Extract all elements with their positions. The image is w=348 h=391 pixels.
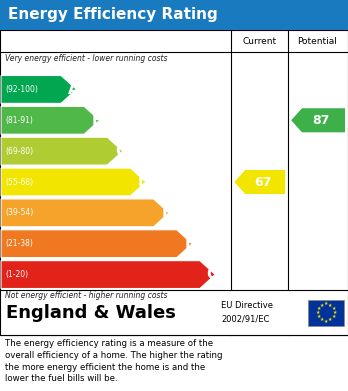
Text: The energy efficiency rating is a measure of the
overall efficiency of a home. T: The energy efficiency rating is a measur… [5,339,222,384]
Polygon shape [1,137,122,165]
Text: ★: ★ [331,314,335,319]
Polygon shape [1,230,192,258]
Polygon shape [235,170,285,194]
Text: ★: ★ [324,301,328,307]
Bar [0,0,348,30]
Text: ★: ★ [315,310,319,315]
Text: ★: ★ [316,314,321,319]
Bar [0,290,348,335]
Text: (55-68): (55-68) [5,178,33,187]
Text: Energy Efficiency Rating: Energy Efficiency Rating [8,7,218,23]
Polygon shape [291,108,345,132]
Text: Potential: Potential [298,36,337,45]
Text: B: B [92,113,103,128]
Polygon shape [1,261,215,289]
Text: ★: ★ [316,306,321,311]
Text: ★: ★ [331,306,335,311]
Polygon shape [1,199,169,227]
Text: ★: ★ [332,310,337,315]
Text: (39-54): (39-54) [5,208,33,217]
Text: ★: ★ [324,319,328,324]
Text: 2002/91/EC: 2002/91/EC [221,315,269,324]
Text: F: F [184,236,195,251]
Text: ★: ★ [319,317,324,323]
Text: (1-20): (1-20) [5,270,28,279]
Text: 87: 87 [312,114,330,127]
Text: Not energy efficient - higher running costs: Not energy efficient - higher running co… [5,291,167,300]
Text: Very energy efficient - lower running costs: Very energy efficient - lower running co… [5,54,167,63]
Text: ★: ★ [328,303,332,308]
Text: (81-91): (81-91) [5,116,33,125]
Bar [0,30,348,335]
Text: C: C [115,143,126,159]
Text: Current: Current [243,36,277,45]
Text: G: G [207,267,219,282]
Text: (92-100): (92-100) [5,85,38,94]
Text: EU Directive: EU Directive [221,301,273,310]
Text: E: E [161,205,172,221]
Text: A: A [68,82,80,97]
Bar [308,300,344,325]
Text: 67: 67 [254,176,271,188]
Text: ★: ★ [328,317,332,323]
Text: (69-80): (69-80) [5,147,33,156]
Text: England & Wales: England & Wales [6,303,176,321]
Polygon shape [1,75,76,103]
Text: ★: ★ [319,303,324,308]
Polygon shape [1,168,146,196]
Text: D: D [137,174,150,190]
Polygon shape [1,106,100,134]
Text: (21-38): (21-38) [5,239,33,248]
